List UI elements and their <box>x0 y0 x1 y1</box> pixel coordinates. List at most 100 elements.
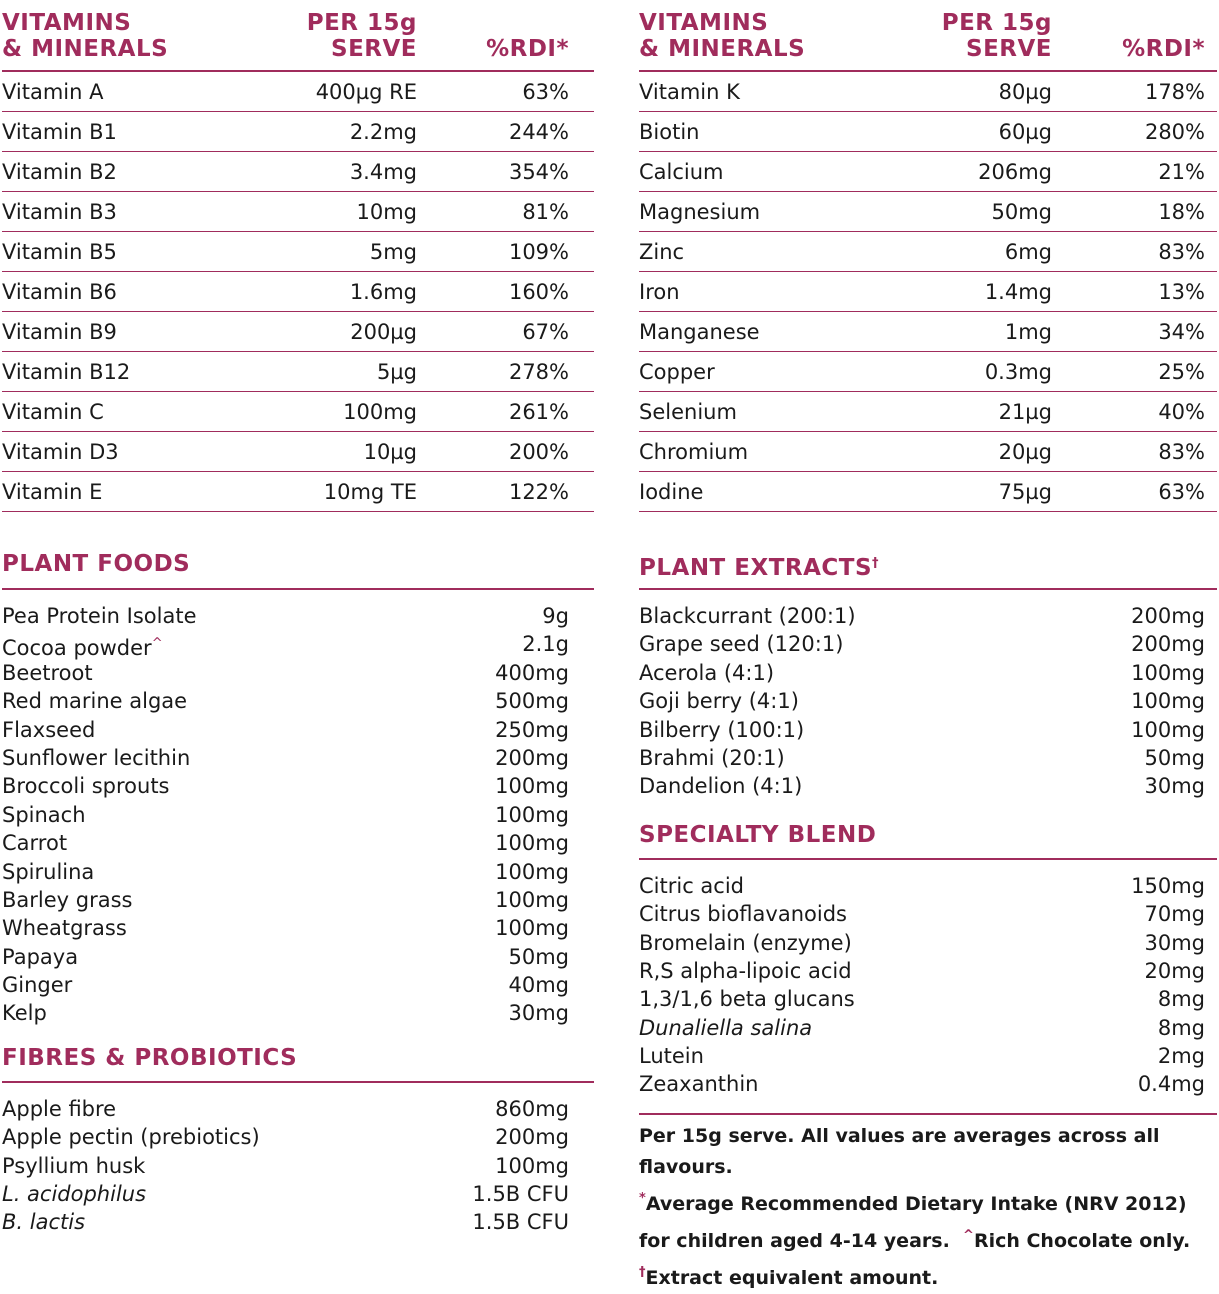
ingredient-name: Flaxseed <box>2 716 95 744</box>
table-row: Vitamin C 100mg 261% <box>2 392 594 432</box>
ingredient-name: Acerola (4:1) <box>639 659 774 687</box>
ingredient-name-text: R,S alpha-lipoic acid <box>639 958 852 983</box>
table-row: Calcium 206mg 21% <box>639 152 1217 192</box>
ingredient-name-text: Bromelain (enzyme) <box>639 930 852 955</box>
ingredient-name-text: Sunflower lecithin <box>2 745 191 770</box>
ingredient-name-text: L. acidophilus <box>2 1182 147 1207</box>
plant-extracts-list: Blackcurrant (200:1) 200mg Grape seed (120… <box>639 602 1217 801</box>
nutrient-amount: 1.6mg <box>349 280 417 304</box>
ingredient-amount: 30mg <box>508 1001 569 1026</box>
ingredient-name-text: Pea Protein Isolate <box>2 604 197 628</box>
ingredient-amount: 100mg <box>1131 689 1205 714</box>
nutrient-amount: 80µg <box>998 80 1052 104</box>
ingredient-name: Broccoli sprouts <box>2 772 170 800</box>
ingredient-name-text: Ginger <box>2 973 73 998</box>
list-item: Sunflower lecithin 200mg <box>2 744 594 772</box>
ingredient-amount: 70mg <box>1144 902 1205 927</box>
ingredient-name-text: Carrot <box>2 831 68 856</box>
ingredient-name-text: Papaya <box>2 944 79 969</box>
nutrient-rdi: 122% <box>508 480 569 504</box>
list-item: Apple pectin (prebiotics) 200mg <box>2 1123 594 1151</box>
ingredient-name-text: Blackcurrant (200:1) <box>639 604 856 628</box>
ingredient-name: B. lactis <box>2 1208 85 1236</box>
nutrient-name: Vitamin A <box>2 80 104 104</box>
nutrient-amount: 206mg <box>978 160 1052 184</box>
plant-extracts-rule <box>639 588 1217 590</box>
left-column: VITAMINS & MINERALS PER 15g SERVE %RDI* Vi… <box>2 0 594 1237</box>
ingredient-amount: 50mg <box>1144 745 1205 770</box>
ingredient-amount: 0.4mg <box>1137 1072 1205 1097</box>
dagger-mark: † <box>872 556 880 571</box>
nutrient-rdi: 244% <box>508 120 569 144</box>
ingredient-name: Zeaxanthin <box>639 1070 758 1098</box>
nutrient-amount: 60µg <box>998 120 1052 144</box>
list-item: Zeaxanthin 0.4mg <box>639 1070 1217 1098</box>
ingredient-name-text: Zeaxanthin <box>639 1072 759 1097</box>
ingredient-amount: 100mg <box>495 802 569 827</box>
ingredient-name-text: Citrus bioflavanoids <box>639 902 847 927</box>
nutrient-rdi: 34% <box>1158 320 1205 344</box>
vitamins-table-header-right: VITAMINS & MINERALS PER 15g SERVE %RDI* <box>639 0 1217 72</box>
table-row: Vitamin B3 10mg 81% <box>2 192 594 232</box>
fibres-rule <box>2 1080 594 1083</box>
ingredient-amount: 100mg <box>495 831 569 856</box>
ingredient-name-text: B. lactis <box>2 1210 86 1235</box>
ingredient-name: Lutein <box>639 1042 704 1070</box>
ingredient-name: Carrot <box>2 829 67 857</box>
ingredient-name-text: Broccoli sprouts <box>2 774 170 799</box>
ingredient-amount: 8mg <box>1157 1015 1205 1040</box>
ingredient-name-text: Cocoa powder <box>2 636 152 661</box>
nutrient-rdi: 40% <box>1158 400 1205 424</box>
table-row: Magnesium 50mg 18% <box>639 192 1217 232</box>
ingredient-name: Pea Protein Isolate <box>2 602 197 630</box>
ingredient-name: Sunflower lecithin <box>2 744 190 772</box>
nutrient-name: Iron <box>639 280 680 304</box>
list-item: Flaxseed 250mg <box>2 716 594 744</box>
nutrient-name: Vitamin B5 <box>2 240 117 264</box>
vitamins-table-body-left: Vitamin A 400µg RE 63% Vitamin B1 2.2mg 244% V… <box>2 72 594 512</box>
ingredient-name: Barley grass <box>2 886 132 914</box>
ingredient-amount: 100mg <box>495 1153 569 1178</box>
ingredient-name: Apple fibre <box>2 1095 116 1123</box>
nutrient-name: Vitamin B1 <box>2 120 117 144</box>
list-item: Ginger 40mg <box>2 971 594 999</box>
footnote-extract: †Extract equivalent amount. <box>639 1264 939 1289</box>
ingredient-name: Psyllium husk <box>2 1152 145 1180</box>
ingredient-name: R,S alpha-lipoic acid <box>639 957 852 985</box>
nutrient-amount: 20µg <box>998 440 1052 464</box>
ingredient-amount: 1.5B CFU <box>472 1182 569 1207</box>
table-row: Vitamin B12 5µg 278% <box>2 352 594 392</box>
list-item: Beetroot 400mg <box>2 659 594 687</box>
table-row: Vitamin B6 1.6mg 160% <box>2 272 594 312</box>
nutrient-name: Vitamin B9 <box>2 320 117 344</box>
list-item: R,S alpha-lipoic acid 20mg <box>639 957 1217 985</box>
nutrient-amount: 0.3mg <box>984 360 1052 384</box>
list-item: Citric acid 150mg <box>639 872 1217 900</box>
header-vitamins-minerals: VITAMINS & MINERALS <box>639 10 806 62</box>
nutrient-amount: 10µg <box>363 440 417 464</box>
table-row: Vitamin K 80µg 178% <box>639 72 1217 112</box>
ingredient-amount: 1.5B CFU <box>472 1210 569 1235</box>
list-item: Dunaliella salina 8mg <box>639 1014 1217 1042</box>
ingredient-amount: 100mg <box>495 859 569 884</box>
table-row: Copper 0.3mg 25% <box>639 352 1217 392</box>
footnote-serve: Per 15g serve. All values are averages a… <box>639 1124 1160 1178</box>
nutrient-name: Selenium <box>639 400 737 424</box>
header-rdi: %RDI* <box>486 36 569 62</box>
header-per-serve: PER 15g SERVE <box>941 10 1052 62</box>
list-item: Bromelain (enzyme) 30mg <box>639 929 1217 957</box>
ingredient-name: Beetroot <box>2 659 93 687</box>
ingredient-name: Kelp <box>2 999 47 1027</box>
list-item: Blackcurrant (200:1) 200mg <box>639 602 1217 630</box>
ingredient-name: Ginger <box>2 971 72 999</box>
nutrient-rdi: 67% <box>522 320 569 344</box>
ingredient-name: Bromelain (enzyme) <box>639 929 852 957</box>
ingredient-amount: 100mg <box>495 774 569 799</box>
ingredient-amount: 100mg <box>495 887 569 912</box>
ingredient-name-text: Dandelion (4:1) <box>639 774 803 799</box>
ingredient-amount: 250mg <box>495 717 569 742</box>
list-item: Apple fibre 860mg <box>2 1095 594 1123</box>
table-row: Biotin 60µg 280% <box>639 112 1217 152</box>
nutrient-name: Chromium <box>639 440 749 464</box>
ingredient-name-text: Grape seed (120:1) <box>639 632 844 657</box>
